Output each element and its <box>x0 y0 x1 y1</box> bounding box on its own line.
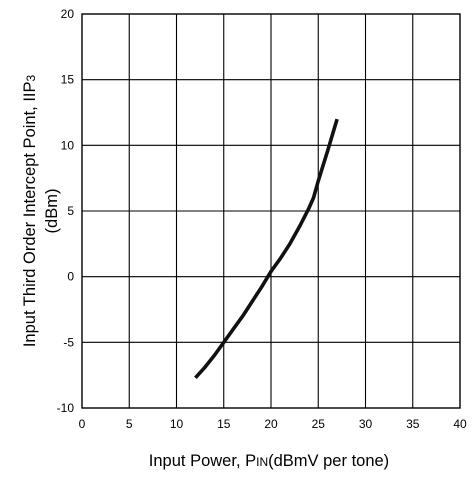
y-tick-label: 0 <box>67 270 74 284</box>
y-axis-ticks: -10 -5 0 5 10 15 20 <box>57 7 75 415</box>
x-tick-label: 35 <box>406 417 420 431</box>
x-tick-label: 0 <box>79 417 86 431</box>
x-tick-label: 10 <box>170 417 184 431</box>
x-tick-label: 40 <box>453 417 467 431</box>
y-tick-label: -10 <box>57 401 75 415</box>
y-tick-label: 20 <box>61 7 75 21</box>
x-axis-title: Input Power, PIN(dBmV per tone) <box>149 452 389 470</box>
plot-frame <box>81 13 461 409</box>
x-tick-label: 30 <box>359 417 373 431</box>
x-tick-label: 20 <box>264 417 278 431</box>
y-tick-label: 5 <box>67 204 74 218</box>
y-tick-label: 10 <box>61 138 75 152</box>
plot-border <box>81 13 461 409</box>
y-axis-title-line1: Input Third Order Intercept Point, IIP3 <box>21 75 39 348</box>
y-tick-label: 15 <box>61 73 75 87</box>
x-tick-label: 25 <box>312 417 326 431</box>
grid-lines <box>82 14 460 408</box>
iip3-curve <box>194 118 339 380</box>
y-axis-title-line2: (dBm) <box>43 189 61 234</box>
x-axis-ticks: 0 5 10 15 20 25 30 35 40 <box>79 417 467 431</box>
x-tick-label: 5 <box>126 417 133 431</box>
x-tick-label: 15 <box>217 417 231 431</box>
y-tick-label: -5 <box>63 335 74 349</box>
series-group <box>194 118 339 380</box>
